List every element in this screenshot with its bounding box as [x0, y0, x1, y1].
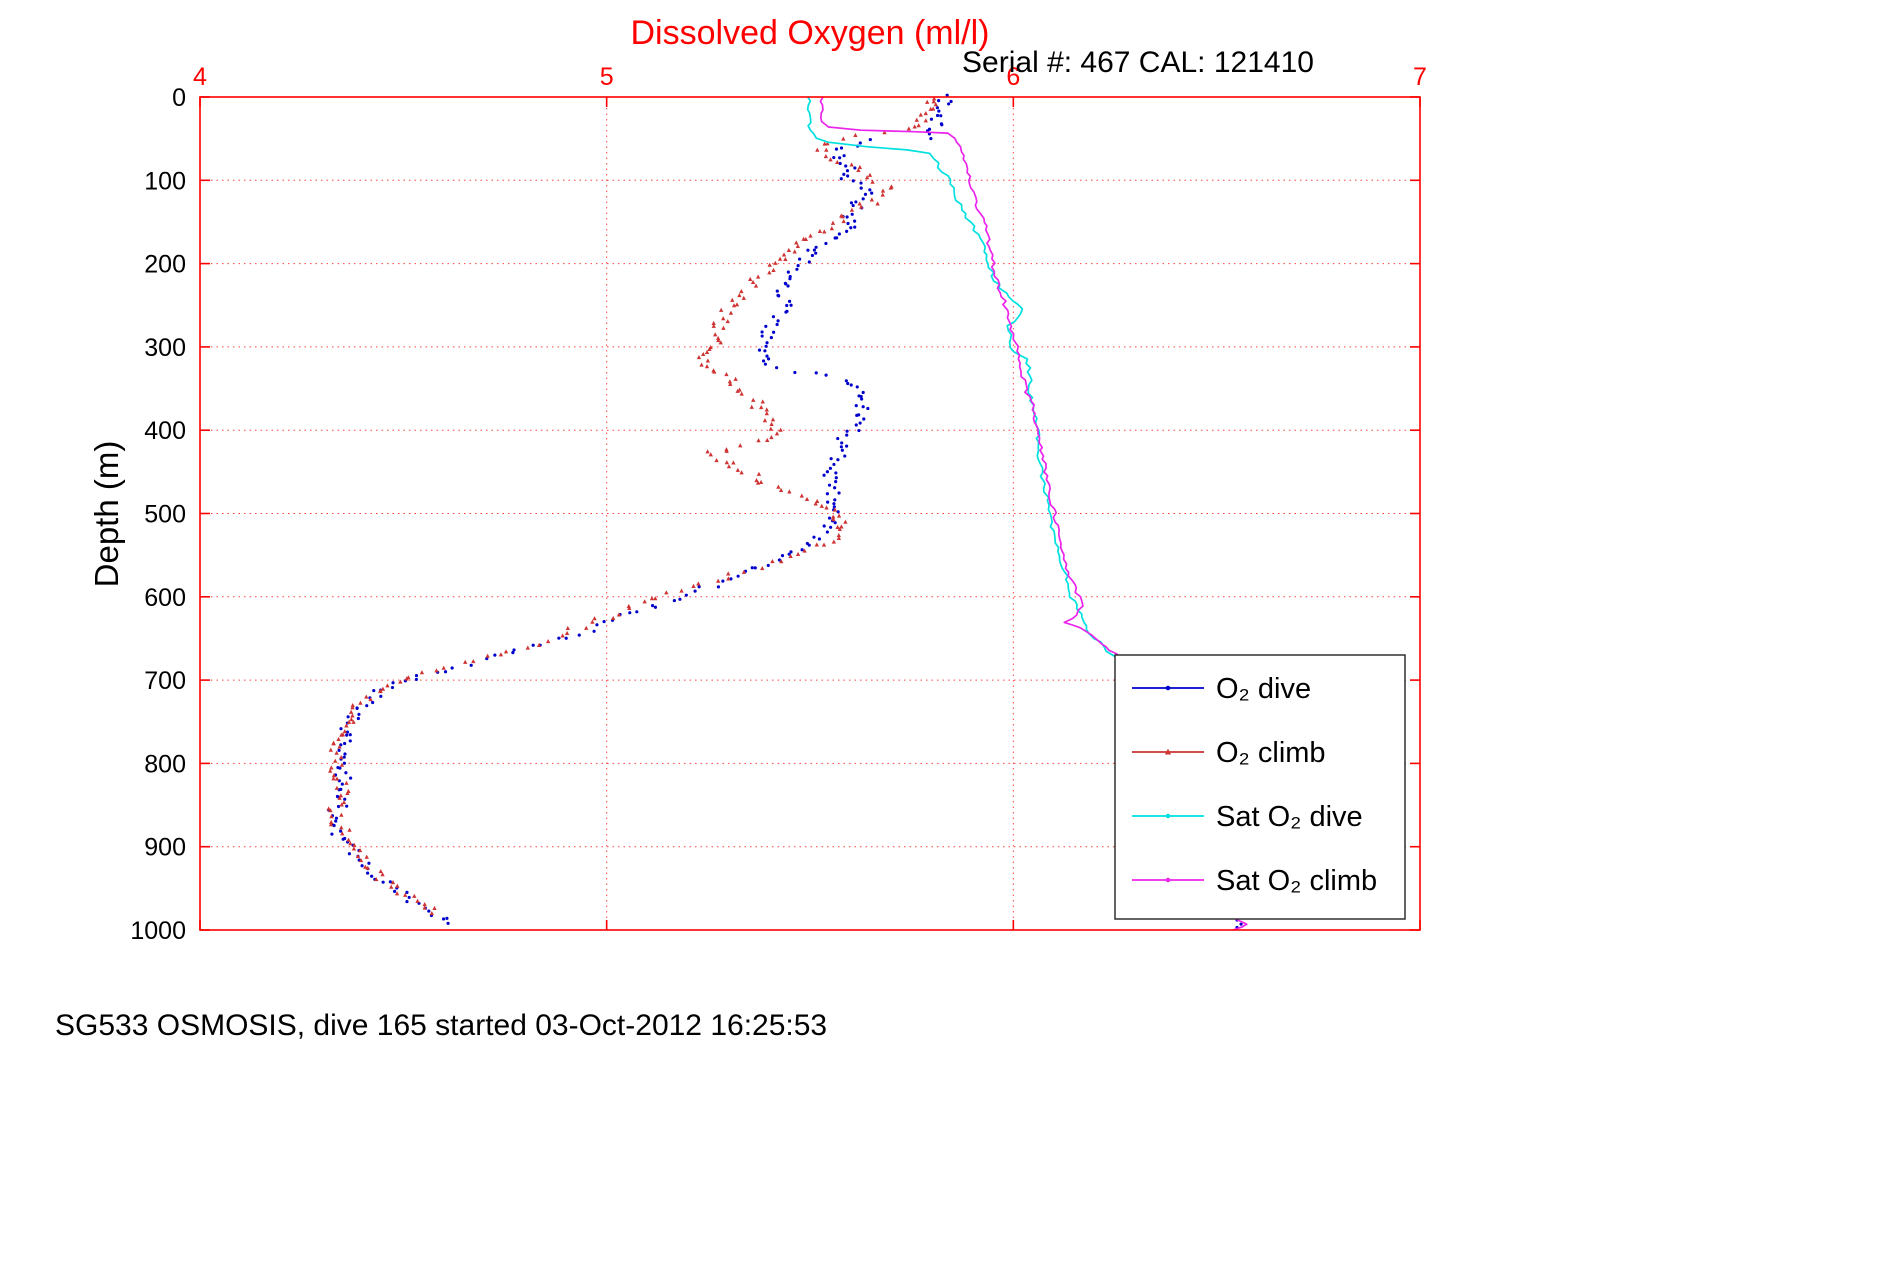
x-tick-label: 6	[1006, 63, 1020, 91]
legend-entry-sat-o2-dive: Sat O₂ dive	[1132, 801, 1363, 833]
legend-label-sat-o2-dive: Sat O₂ dive	[1216, 801, 1363, 833]
y-tick-label: 900	[144, 834, 186, 862]
y-tick-label: 600	[144, 584, 186, 612]
y-tick-label: 700	[144, 667, 186, 695]
y-axis-label: Depth (m)	[88, 441, 125, 588]
legend-label-sat-o2-climb: Sat O₂ climb	[1216, 865, 1377, 897]
grid-lines	[200, 97, 1420, 930]
y-tick-label: 200	[144, 251, 186, 279]
y-tick-label: 100	[144, 167, 186, 195]
y-tick-label: 0	[172, 84, 186, 112]
serial-cal-annotation: Serial #: 467 CAL: 121410	[962, 46, 1314, 79]
legend-entry-o2-climb: O₂ climb	[1132, 737, 1326, 769]
x-tick-label: 5	[600, 63, 614, 91]
x-tick-label: 4	[193, 63, 207, 91]
o2-climb-series	[326, 96, 938, 916]
y-tick-label: 1000	[130, 917, 186, 945]
chart-title: Dissolved Oxygen (ml/l)	[631, 14, 990, 52]
legend-label-o2-dive: O₂ dive	[1216, 673, 1311, 705]
y-tick-label: 400	[144, 417, 186, 445]
x-tick-label: 7	[1413, 63, 1427, 91]
legend-label-o2-climb: O₂ climb	[1216, 737, 1326, 769]
y-tick-label: 800	[144, 750, 186, 778]
sat-o2-dive-series	[806, 96, 1120, 663]
legend: O₂ dive O₂ climb Sat O₂ dive Sat O₂ climb	[1114, 654, 1406, 920]
legend-entry-o2-dive: O₂ dive	[1132, 673, 1311, 705]
y-tick-label: 500	[144, 501, 186, 529]
legend-entry-sat-o2-climb: Sat O₂ climb	[1132, 865, 1377, 897]
y-tick-label: 300	[144, 334, 186, 362]
figure-caption: SG533 OSMOSIS, dive 165 started 03-Oct-2…	[55, 1009, 827, 1042]
axes: 4 5 6 7 0 100 200 300 400 500 600 700 800 900 1000	[130, 63, 1427, 945]
series-layer	[326, 93, 1248, 931]
o2-dive-series	[327, 93, 1243, 930]
